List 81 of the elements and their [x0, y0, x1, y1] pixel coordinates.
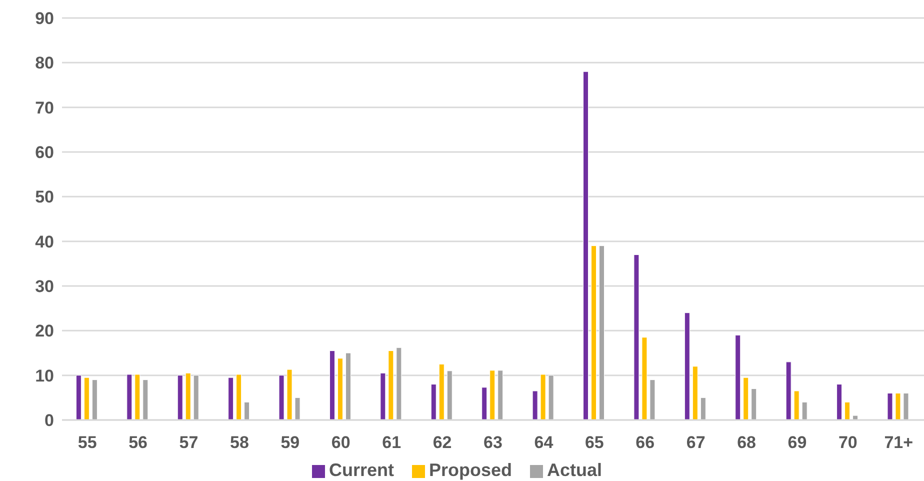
y-tick-label: 40 [35, 232, 54, 252]
bar [84, 377, 90, 420]
x-tick-label: 70 [838, 433, 858, 452]
x-tick-label: 58 [230, 433, 249, 452]
bar [388, 350, 394, 420]
bar [786, 362, 792, 420]
x-tick-label: 55 [78, 433, 97, 452]
bar [802, 402, 808, 420]
bar [236, 374, 242, 420]
bar [895, 392, 901, 420]
y-tick-label: 60 [35, 143, 54, 162]
bar [396, 347, 402, 420]
y-tick-label: 70 [35, 98, 54, 118]
x-tick-label: 64 [534, 433, 554, 452]
bar [743, 377, 749, 420]
bar [244, 402, 250, 420]
bar [583, 71, 589, 420]
x-tick-label: 66 [636, 433, 655, 452]
bar [278, 375, 284, 420]
bar [684, 312, 690, 420]
bar [438, 364, 444, 420]
y-tick-label: 90 [35, 9, 54, 28]
x-tick-label: 68 [737, 433, 756, 452]
y-tick-label: 10 [35, 366, 54, 386]
x-tick-label: 61 [382, 433, 402, 452]
y-tick-label: 20 [35, 322, 54, 341]
bar [634, 254, 640, 420]
x-tick-label: 69 [788, 433, 807, 452]
y-tick-label: 50 [35, 188, 54, 207]
bar [337, 358, 343, 420]
bar [735, 334, 741, 420]
legend-label: Proposed [428, 460, 512, 480]
bar [126, 374, 132, 420]
x-tick-label: 62 [432, 433, 452, 452]
bar [329, 350, 335, 420]
x-tick-label: 67 [686, 433, 706, 452]
bar [430, 384, 436, 420]
bar [532, 390, 538, 420]
bar [498, 370, 504, 420]
y-tick-label: 0 [44, 411, 54, 430]
bar [76, 375, 82, 420]
bar [380, 372, 386, 420]
bar [836, 384, 842, 420]
bar [591, 246, 597, 420]
bar [490, 370, 496, 420]
bar [751, 388, 757, 420]
bar [185, 372, 191, 420]
bar [650, 380, 656, 420]
bar [142, 380, 148, 420]
bar [482, 387, 488, 420]
x-tick-label: 57 [179, 433, 198, 452]
y-tick-label: 80 [35, 54, 54, 73]
bar [642, 337, 648, 420]
bar [903, 392, 909, 420]
bar [228, 377, 234, 420]
bar [599, 246, 605, 420]
bar [700, 397, 706, 420]
x-tick-label: 56 [128, 433, 148, 452]
bar [134, 374, 140, 420]
bar [887, 392, 893, 420]
bar [794, 390, 800, 420]
bar [844, 402, 850, 420]
bar [446, 370, 452, 420]
bar [193, 375, 199, 420]
x-tick-label: 63 [484, 433, 502, 452]
bar [540, 374, 546, 420]
bar [286, 369, 292, 420]
bar [548, 375, 554, 420]
y-tick-label: 30 [35, 277, 54, 296]
x-tick-label: 65 [584, 433, 604, 452]
bar [92, 380, 98, 420]
bar [177, 375, 183, 420]
bar [345, 352, 351, 420]
legend-label: Actual [547, 460, 602, 480]
x-tick-label: 60 [331, 433, 350, 452]
legend-label: Current [328, 460, 394, 480]
bar [294, 397, 300, 420]
bar [692, 366, 698, 420]
x-tick-label: 59 [280, 433, 300, 452]
bar [852, 415, 858, 420]
x-tick-label: 71+ [884, 433, 914, 452]
